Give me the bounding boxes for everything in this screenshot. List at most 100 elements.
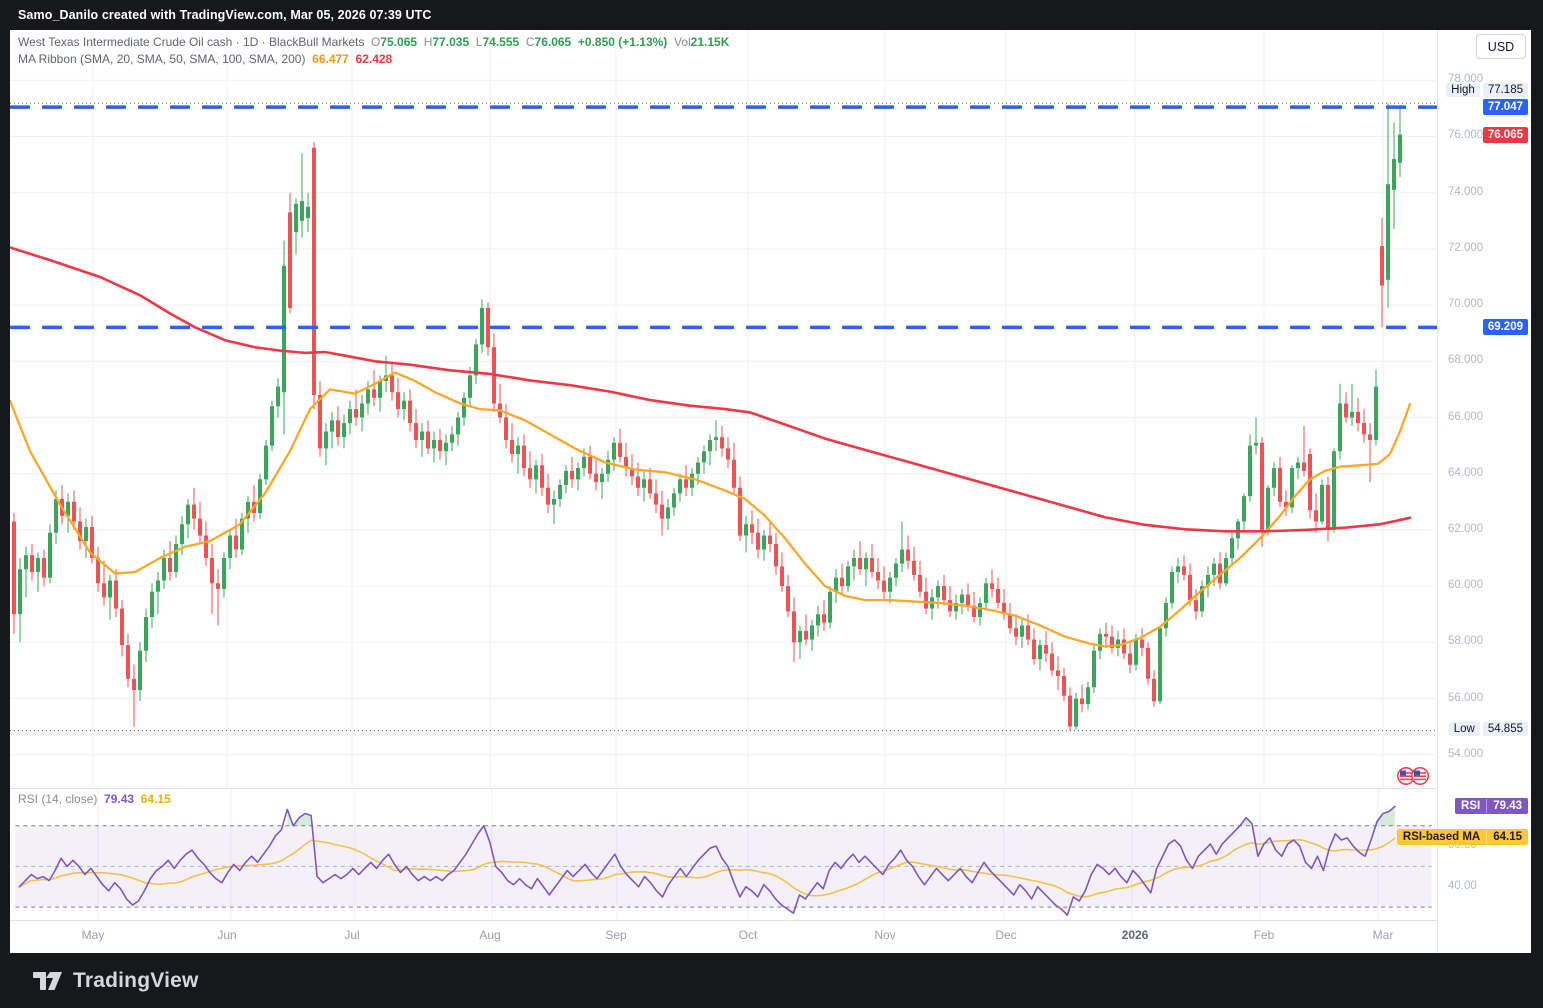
candle-body [918,574,922,592]
candle-body [1302,462,1306,471]
country-flags-icon[interactable] [1396,766,1430,791]
candle-body [1338,403,1342,452]
candle-body [1164,602,1168,629]
candle-body [1074,698,1078,727]
rsi-zone-fill [1377,806,1395,826]
rsi-zone-fill [1240,817,1252,826]
candle-body [756,532,760,550]
time-axis[interactable]: May Jun Jul Aug Sep Oct Nov Dec 2026 Feb Mar [10,920,1437,953]
candle-body [744,524,748,536]
candle-body [1266,487,1270,530]
time-axis-label: Aug [479,928,501,942]
candle-body [480,307,484,345]
candle-body [924,591,928,609]
volume-value: 21.15K [690,35,730,49]
candle-body [714,437,718,440]
candle-body [1092,650,1096,688]
candle-body [594,473,598,483]
candle-body [1284,501,1288,508]
attribution-bar: Samo_Danilo created with TradingView.com… [0,0,1543,30]
candle-body [150,591,154,618]
candle-body [894,563,898,578]
tradingview-wordmark[interactable]: TradingView [73,968,199,992]
candle-body [522,445,526,469]
price-grid-label: 56.000 [1448,691,1484,704]
candle-body [1026,625,1030,640]
candle-body [1392,158,1396,190]
candle-body [1278,468,1282,502]
currency-button[interactable]: USD [1476,34,1526,59]
legend-row-ma-ribbon: MA Ribbon (SMA, 20, SMA, 50, SMA, 100, S… [18,51,729,68]
candle-body [906,549,910,561]
candle-body [636,476,640,488]
candle-body [192,504,196,519]
candle-body [720,437,724,449]
candle-body [1362,423,1366,435]
candle-body [426,431,430,449]
candle-body [588,456,592,474]
candle-body [708,439,712,452]
candle-body [996,588,1000,603]
candle-body [990,583,994,589]
candle-body [1188,574,1192,601]
candle-body [1116,639,1120,648]
candle-body [642,479,646,488]
candle-body [768,535,772,544]
candle-body [1260,442,1264,530]
high-value: 77.035 [432,35,470,49]
price-grid-label: 54.000 [1448,747,1484,760]
candle-body [726,448,730,460]
candle-body [972,605,976,618]
candle-body [954,602,958,612]
candle-body [678,479,682,494]
candle-body [450,434,454,443]
candle-body [660,504,664,519]
time-axis-label: Nov [874,928,896,942]
candle-body [1212,563,1216,575]
candle-body [1104,633,1108,637]
rsi-grid-label: 60.00 [1448,838,1477,851]
us-flag-icon-2 [1411,767,1429,785]
candle-body [606,459,610,474]
price-scale[interactable]: USD 78.000 76.000 74.000 72.000 70.000 68.000… [1437,30,1531,953]
time-axis-label: 2026 [1121,928,1149,942]
price-grid-label: 78.000 [1448,73,1484,86]
candle-body [966,594,970,606]
candle-body [774,543,778,567]
rsi-grid-label: 40.00 [1448,879,1477,892]
candle-body [1062,676,1066,696]
candle-body [684,479,688,488]
price-grid-label: 64.000 [1448,466,1484,479]
candle-body [300,201,304,221]
sma-orange-line [10,371,1412,648]
candle-body [912,560,916,575]
candle-body [1236,521,1240,539]
candle-body [1170,572,1174,603]
price-pane[interactable] [10,30,1437,788]
candle-body [564,470,568,485]
candle-body [1242,496,1246,522]
candle-body [1176,566,1180,573]
candle-body [864,558,868,570]
candle-body [462,397,466,418]
candle-body [198,518,202,536]
rsi-zone-fill [287,809,312,826]
candle-body [414,423,418,440]
time-axis-label: Jul [344,928,360,942]
candle-body [792,611,796,643]
candle-body [1290,468,1294,508]
candle-body [330,420,334,432]
rsi-pane[interactable] [10,788,1437,920]
candle-body [432,439,436,449]
candle-body [732,459,736,488]
candle-body [24,555,28,570]
candle-body [948,600,952,612]
candle-body [858,558,862,570]
candle-body [456,417,460,435]
candle-body [624,456,628,469]
candle-body [474,344,478,376]
candle-body [1038,645,1042,660]
candle-body [1344,403,1348,418]
candle-body [258,479,262,514]
candle-body [1254,442,1258,446]
